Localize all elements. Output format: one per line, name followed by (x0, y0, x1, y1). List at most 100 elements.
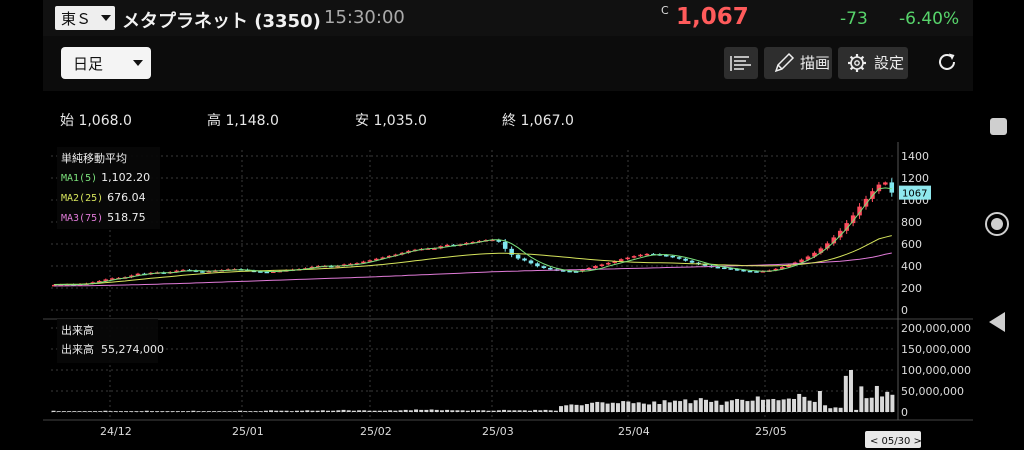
candle-body (354, 263, 360, 265)
volume-bar (740, 399, 745, 412)
volume-bar (367, 410, 372, 412)
ma2-value: 676.04 (107, 191, 146, 204)
candle-body (850, 215, 856, 224)
volume-bar (507, 410, 512, 412)
volume-bar (610, 402, 615, 412)
volume-bar (274, 410, 279, 412)
back-icon[interactable] (989, 312, 1005, 332)
settings-button[interactable]: 設定 (838, 47, 908, 79)
period-select[interactable]: 日足 (61, 47, 151, 79)
pencil-icon (774, 52, 795, 73)
volume-legend-row: 出来高 55,274,000 (61, 340, 164, 359)
volume-bar (398, 410, 403, 412)
candle-body (509, 248, 514, 255)
candle-body (747, 270, 753, 273)
candle-body (606, 262, 611, 265)
volume-bar (491, 410, 496, 412)
chart-toolbar: 日足 描画 (43, 36, 973, 91)
volume-bar (709, 401, 714, 412)
ma2-legend: MA2(25) 676.04 (61, 188, 156, 208)
volume-bar (786, 398, 791, 412)
volume-bar (584, 404, 589, 412)
home-icon[interactable] (985, 212, 1009, 236)
volume-bar (559, 406, 564, 412)
draw-button[interactable]: 描画 (764, 47, 832, 79)
candle-body (831, 237, 837, 244)
volume-bar (527, 410, 532, 412)
gear-icon (848, 54, 866, 72)
refresh-icon[interactable] (936, 51, 958, 73)
volume-bar (533, 409, 538, 412)
volume-bar (854, 409, 859, 412)
candle-body (580, 269, 585, 272)
candle-body (825, 243, 830, 249)
ma3-legend: MA3(75) 518.75 (61, 208, 156, 228)
ma1-value: 1,102.20 (101, 171, 151, 184)
volume-bar (838, 407, 843, 412)
volume-bar (621, 401, 626, 412)
price-chart[interactable]: 24/12 25/01 25/02 25/03 25/04 25/05 1400 1200 10… (43, 142, 973, 450)
volume-bar (538, 410, 543, 412)
chevron-down-icon (133, 60, 143, 66)
volume-bar (688, 403, 693, 412)
volume-bar (843, 375, 848, 412)
volume-bar (848, 370, 853, 412)
volume-bar (574, 404, 579, 412)
indicator-button[interactable] (724, 47, 758, 79)
volume-bar (212, 411, 217, 412)
ohlc-row: 始 1,068.0 高 1,148.0 安 1,035.0 終 1,067.0 (43, 94, 973, 142)
volume-bar (289, 411, 294, 412)
market-select[interactable]: 東Ｓ (55, 6, 115, 30)
volume-bar (362, 410, 367, 412)
current-date-tag (865, 431, 921, 448)
volume-bar (771, 398, 776, 412)
volume-bar (869, 397, 874, 412)
candle-body (560, 270, 566, 272)
volume-bar (807, 400, 812, 412)
volume-bar (310, 410, 315, 412)
price-tick-label: 200 (901, 282, 922, 295)
volume-bar (864, 398, 869, 412)
candle-body (64, 284, 70, 286)
volume-bar (377, 410, 382, 412)
candle-body (135, 273, 141, 276)
volume-bar (486, 410, 491, 412)
volume-bar (284, 410, 289, 412)
volume-bar (548, 410, 553, 412)
candle-body (406, 250, 411, 253)
volume-bar (543, 409, 548, 412)
candle-body (812, 252, 817, 257)
candle-body (522, 258, 527, 261)
volume-bar (149, 411, 154, 412)
volume-bar (201, 411, 206, 412)
candle-body (71, 284, 76, 286)
volume-bar (82, 411, 87, 412)
volume-bar (719, 404, 724, 412)
volume-bar (341, 409, 346, 412)
volume-bar (300, 410, 305, 412)
volume-bar (61, 411, 66, 412)
volume-bar (631, 403, 636, 412)
candle-body (844, 223, 849, 231)
volume-bar (357, 410, 362, 412)
volume-bar (496, 410, 501, 412)
volume-bar (98, 411, 103, 412)
ma3-value: 518.75 (107, 211, 146, 224)
volume-bar (165, 411, 170, 412)
volume-bar (160, 411, 165, 412)
volume-legend: 出来高 出来高 55,274,000 (57, 319, 164, 363)
quote-time: 15:30:00 (324, 7, 405, 28)
chart-canvas[interactable]: 24/12 25/01 25/02 25/03 25/04 25/05 1400 1200 10… (43, 142, 973, 450)
price-tick-label: 1400 (901, 150, 929, 163)
indicator-list-icon (730, 56, 751, 71)
volume-bar (294, 410, 299, 412)
volume-bar (144, 410, 149, 412)
candle-body (193, 270, 199, 272)
candle-body (702, 264, 708, 266)
volume-bar (823, 405, 828, 412)
candle-body (174, 270, 179, 273)
recent-apps-icon[interactable] (990, 118, 1007, 135)
volume-bar (403, 409, 408, 412)
volume-bar (683, 399, 688, 412)
volume-bar (465, 410, 470, 412)
